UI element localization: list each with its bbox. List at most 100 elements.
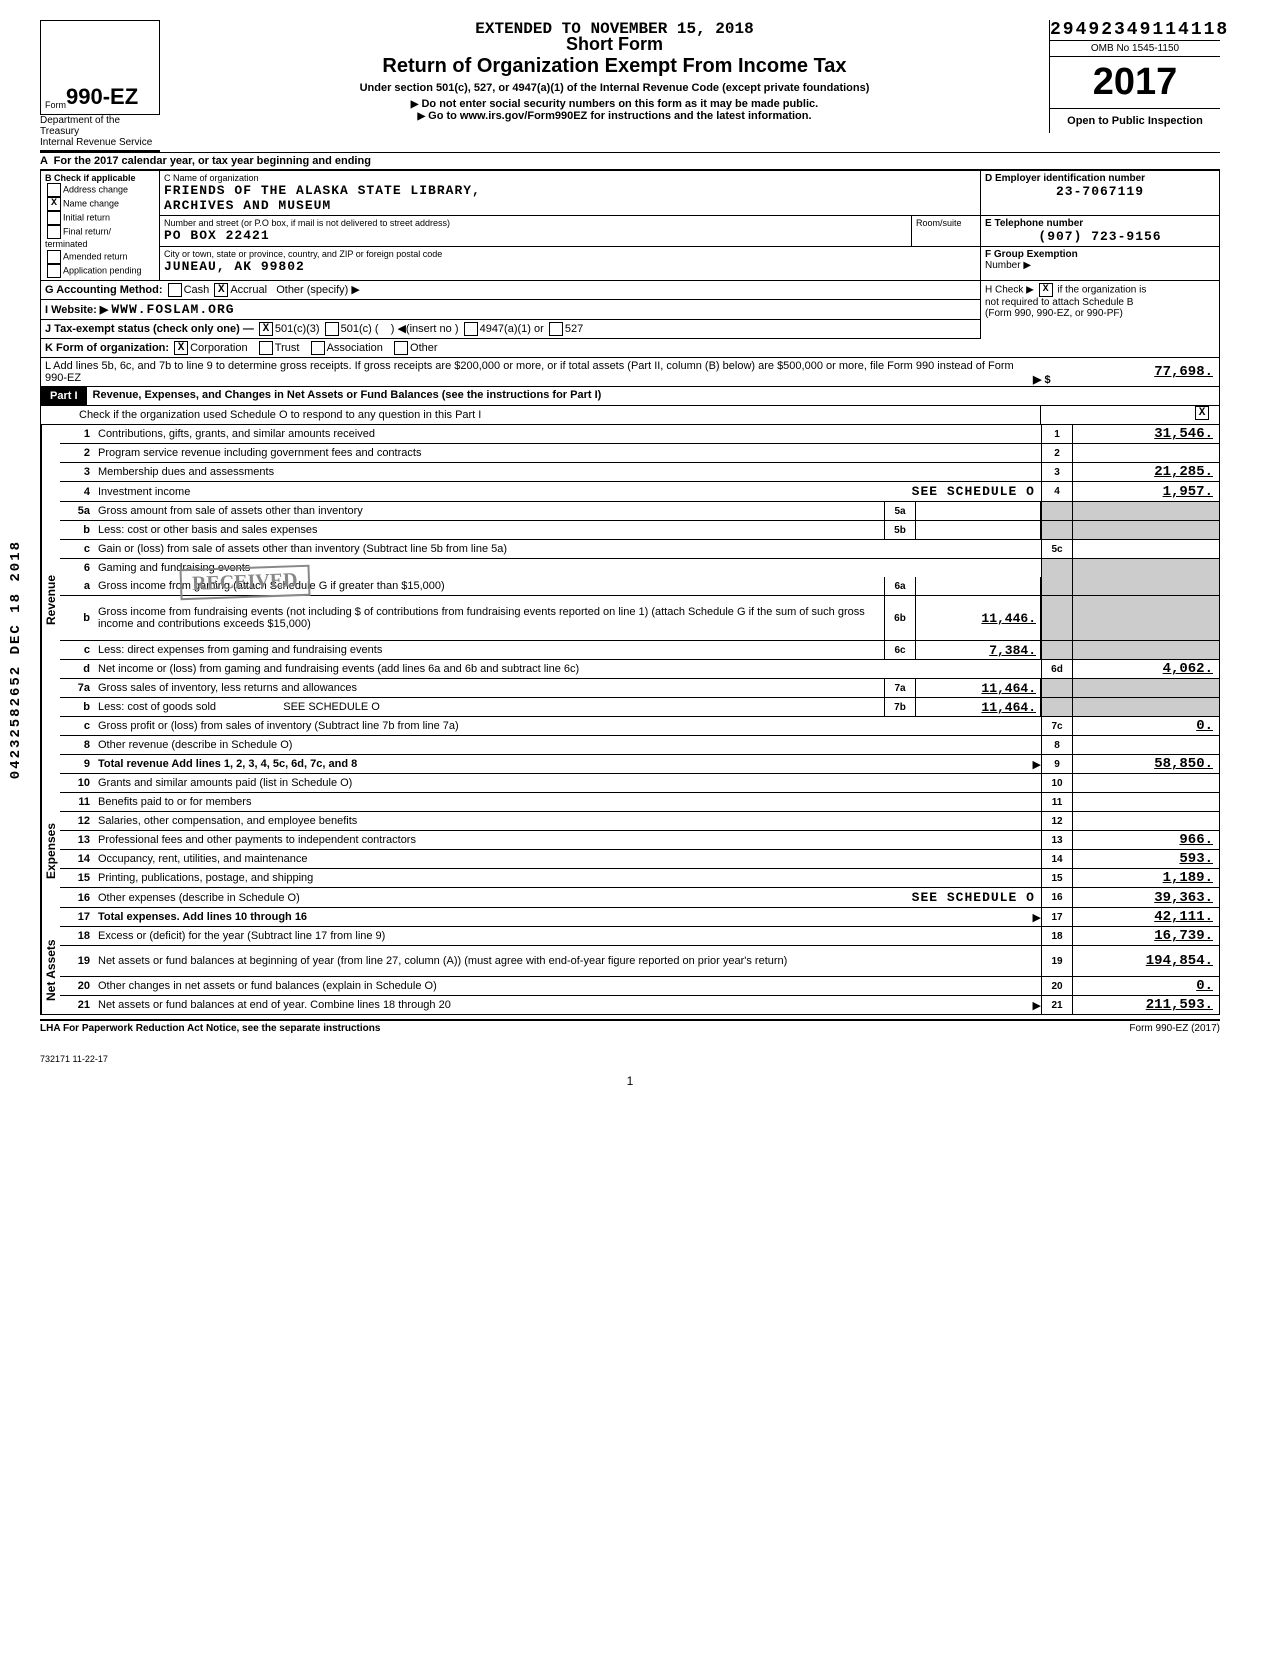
lra-9: 58,850. (1072, 755, 1219, 773)
checkbox-corporation[interactable]: X (174, 341, 188, 355)
checkbox-association[interactable] (311, 341, 325, 355)
part-1-check-text: Check if the organization used Schedule … (79, 406, 1040, 424)
checkbox-other-org[interactable] (394, 341, 408, 355)
page-footer: LHA For Paperwork Reduction Act Notice, … (40, 1019, 1220, 1034)
lra-6b-shade (1072, 596, 1219, 640)
row-j: J Tax-exempt status (check only one) — X… (41, 320, 980, 339)
row-h: H Check ▶ X if the organization is not r… (980, 281, 1219, 339)
row-g-label: G Accounting Method: (45, 284, 163, 296)
ld-10: Grants and similar amounts paid (list in… (98, 774, 1041, 792)
checkbox-501c3[interactable]: X (259, 322, 273, 336)
lra-6a-shade (1072, 577, 1219, 595)
footer-form: Form 990-EZ (2017) (1129, 1023, 1220, 1034)
box-d-label: D Employer identification number (985, 173, 1215, 184)
ln-17: 17 (60, 908, 98, 926)
lma-6a (916, 577, 1041, 595)
street-label: Number and street (or P.O box, if mail i… (164, 218, 907, 228)
lma-5a (916, 502, 1041, 520)
lra-7a-shade (1072, 679, 1219, 697)
box-f-label: F Group Exemption (985, 249, 1215, 260)
ln-6c: c (60, 641, 98, 659)
checkbox-schedule-o-part1[interactable]: X (1195, 406, 1209, 420)
ln-8: 8 (60, 736, 98, 754)
website-instruction: Go to www.irs.gov/Form990EZ for instruct… (190, 110, 1039, 122)
label-amended-return: Amended return (63, 252, 128, 262)
label-501c: 501(c) ( (341, 323, 379, 335)
part-1-header: Part I Revenue, Expenses, and Changes in… (40, 387, 1220, 406)
checkbox-accrual[interactable]: X (214, 283, 228, 297)
ln-16: 16 (60, 888, 98, 907)
form-number: 990-EZ (66, 84, 138, 110)
dept-line-1: Department of the Treasury (40, 115, 160, 137)
lmn-6a: 6a (884, 577, 916, 595)
revenue-section: Revenue 1Contributions, gifts, grants, a… (40, 425, 1220, 774)
lrn-9: 9 (1041, 755, 1072, 773)
lrn-8: 8 (1041, 736, 1072, 754)
part-1-title: Revenue, Expenses, and Changes in Net As… (87, 387, 608, 405)
checkbox-final-return[interactable] (47, 225, 61, 239)
city-value: JUNEAU, AK 99802 (164, 259, 976, 274)
lra-13: 966. (1072, 831, 1219, 849)
checkbox-name-change[interactable]: X (47, 197, 61, 211)
label-accrual: Accrual (230, 284, 267, 296)
checkbox-527[interactable] (549, 322, 563, 336)
lrn-5b-shade (1041, 521, 1072, 539)
lrn-17: 17 (1041, 908, 1072, 926)
checkbox-trust[interactable] (259, 341, 273, 355)
ld-4: Investment income (98, 486, 190, 498)
lma-7a: 11,464. (916, 679, 1041, 697)
expenses-vert-label: Expenses (41, 774, 60, 927)
label-other-method: Other (specify) ▶ (276, 284, 360, 296)
row-i: I Website: ▶ WWW.FOSLAM.ORG (41, 300, 980, 320)
ln-6a: a (60, 577, 98, 595)
ln-15: 15 (60, 869, 98, 887)
checkbox-amended-return[interactable] (47, 250, 61, 264)
box-b: B Check if applicable Address change XNa… (41, 171, 160, 281)
revenue-vert-label: Revenue (41, 425, 60, 774)
box-c-label: C Name of organization (164, 173, 976, 183)
entity-info-table: B Check if applicable Address change XNa… (40, 170, 1220, 281)
omb-number: OMB No 1545-1150 (1050, 40, 1220, 57)
box-e-label: E Telephone number (985, 218, 1215, 229)
ld-2: Program service revenue including govern… (98, 444, 1041, 462)
checkbox-4947[interactable] (464, 322, 478, 336)
row-h-text3: not required to attach Schedule B (985, 297, 1133, 308)
ln-6: 6 (60, 559, 98, 577)
org-name-line-2: ARCHIVES AND MUSEUM (164, 198, 976, 213)
ssn-warning: Do not enter social security numbers on … (190, 98, 1039, 110)
checkbox-501c[interactable] (325, 322, 339, 336)
ld-6b: Gross income from fundraising events (no… (98, 596, 884, 640)
checkbox-application-pending[interactable] (47, 264, 61, 278)
row-l-amount: 77,698. (1073, 358, 1219, 386)
lma-6c: 7,384. (916, 641, 1041, 659)
ld-16: Other expenses (describe in Schedule O) (98, 892, 300, 904)
tax-year: 2017 (1050, 57, 1220, 108)
lrn-3: 3 (1041, 463, 1072, 481)
row-a-tax-year: A For the 2017 calendar year, or tax yea… (40, 153, 1220, 170)
lrn-6a-shade (1041, 577, 1072, 595)
ld-14: Occupancy, rent, utilities, and maintena… (98, 850, 1041, 868)
ld-17: Total expenses. Add lines 10 through 16 (98, 911, 307, 923)
lmn-7b: 7b (884, 698, 916, 716)
lrn-12: 12 (1041, 812, 1072, 830)
row-h-check: H Check ▶ (985, 285, 1034, 296)
lra-3: 21,285. (1072, 463, 1219, 481)
lrn-18: 18 (1041, 927, 1072, 945)
label-initial-return: Initial return (63, 213, 110, 223)
ln-9: 9 (60, 755, 98, 773)
checkbox-cash[interactable] (168, 283, 182, 297)
year-box: 29492349114118 OMB No 1545-1150 2017 Ope… (1049, 20, 1220, 133)
city-label: City or town, state or province, country… (164, 249, 976, 259)
checkbox-h[interactable]: X (1039, 283, 1053, 297)
le-16: SEE SCHEDULE O (912, 890, 1035, 905)
footer-page: 1 (40, 1074, 1220, 1088)
checkbox-address-change[interactable] (47, 183, 61, 197)
checkbox-initial-return[interactable] (47, 211, 61, 225)
label-name-change: Name change (63, 199, 119, 209)
box-c-street: Number and street (or P.O box, if mail i… (160, 216, 912, 247)
box-e: E Telephone number (907) 723-9156 (981, 216, 1220, 247)
lrn-6d: 6d (1041, 660, 1072, 678)
open-inspection: Open to Public Inspection (1050, 108, 1220, 133)
ld-6d: Net income or (loss) from gaming and fun… (98, 660, 1041, 678)
received-stamp: RECEIVED (179, 565, 310, 601)
